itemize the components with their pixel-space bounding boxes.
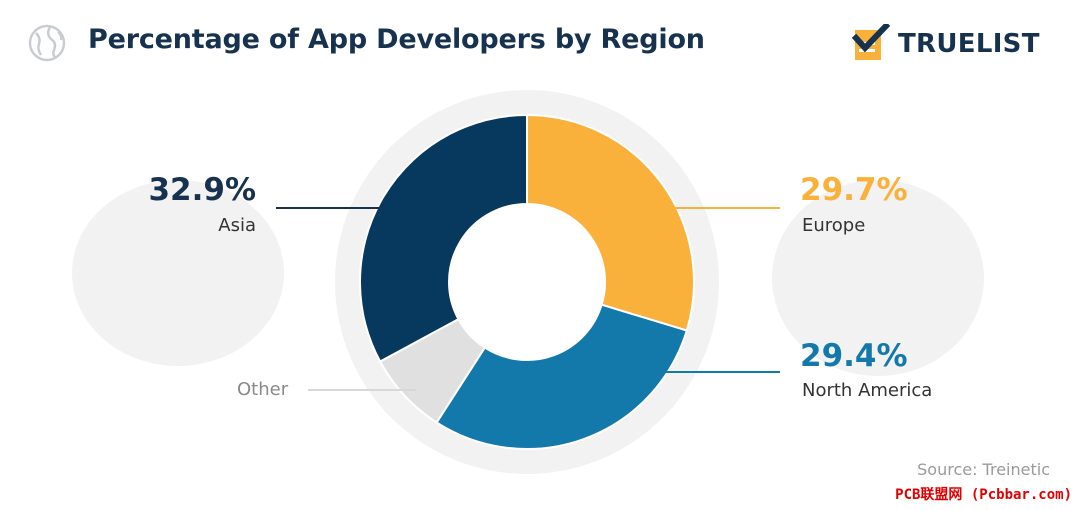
category-label-north-america: North America (802, 380, 932, 401)
category-label-asia: Asia (218, 215, 256, 236)
category-label-europe: Europe (802, 215, 865, 236)
brand-logo: TRUELIST (852, 22, 1040, 66)
value-label-north-america: 29.4% (800, 338, 908, 374)
background-bubble-right (772, 180, 984, 376)
brand-name: TRUELIST (898, 29, 1040, 59)
value-label-asia: 32.9% (148, 172, 256, 208)
source-note: Source: Treinetic (917, 460, 1050, 479)
donut-hole (449, 204, 605, 360)
value-label-europe: 29.7% (800, 172, 908, 208)
page-title: Percentage of App Developers by Region (88, 24, 705, 55)
category-label-other: Other (237, 379, 289, 400)
checklist-icon (852, 24, 890, 60)
globe-icon (28, 24, 66, 62)
watermark: PCB联盟网 (Pcbbar.com) (895, 487, 1072, 503)
background-bubble-left (72, 180, 284, 366)
